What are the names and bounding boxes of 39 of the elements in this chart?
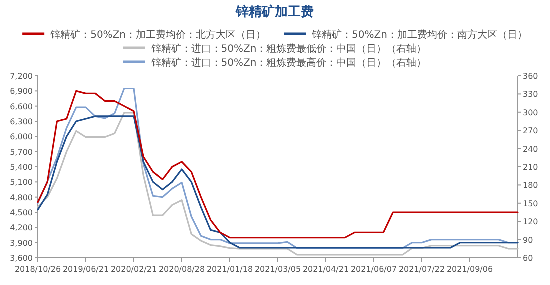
y-tick-label: 6,900 <box>10 87 33 96</box>
y-tick-label: 7,200 <box>10 72 33 81</box>
y2-tick-label: 240 <box>523 144 538 154</box>
y2-tick-label: 270 <box>523 126 538 136</box>
y-tick-label: 3,600 <box>10 254 33 263</box>
y2-tick-label: 120 <box>523 218 538 227</box>
x-tick-label: 2021/07/22 <box>398 265 446 274</box>
y-tick-label: 4,500 <box>10 208 33 218</box>
x-tick-label: 2021/01/18 <box>206 265 254 274</box>
y2-tick-label: 210 <box>523 163 538 172</box>
y2-tick-label: 90 <box>523 236 534 245</box>
y-tick-label: 5,100 <box>10 178 33 188</box>
x-tick-label: 2020/08/28 <box>158 265 206 274</box>
x-tick-label: 2019/06/21 <box>62 265 110 274</box>
x-tick-label: 2018/10/26 <box>14 265 62 274</box>
legend-label: 锌精矿：50%Zn：加工费均价：北方大区（日） <box>50 29 266 41</box>
x-tick-label: 2021/06/07 <box>350 265 398 274</box>
y-tick-label: 6,300 <box>10 118 33 126</box>
y-tick-label: 4,200 <box>10 224 33 233</box>
y-tick-label: 6,600 <box>10 102 33 112</box>
y2-tick-label: 180 <box>523 181 538 190</box>
y2-tick-label: 360 <box>523 72 538 81</box>
y2-tick-label: 60 <box>523 254 534 263</box>
chart-title: 锌精矿加工费 <box>235 4 314 19</box>
x-tick-label: 2020/02/21 <box>110 265 158 274</box>
y-tick-label: 5,400 <box>10 163 33 172</box>
y-tick-label: 5,700 <box>10 148 33 157</box>
x-tick-label: 2021/04/21 <box>302 265 350 274</box>
legend-label: 锌精矿：进口：50%Zn：粗炼费最低价：中国（日）（右轴） <box>150 43 427 55</box>
x-tick-label: 2021/03/05 <box>254 265 302 274</box>
y-tick-label: 3,900 <box>10 238 33 248</box>
y2-tick-label: 150 <box>523 199 538 208</box>
y2-tick-label: 330 <box>523 90 538 100</box>
legend-label: 锌精矿：进口：50%Zn：粗炼费最高价：中国（日）（右轴） <box>150 57 427 69</box>
y2-tick-label: 300 <box>523 108 538 118</box>
legend-label: 锌精矿：50%Zn：加工费均价：南方大区（日） <box>311 29 528 41</box>
y-tick-label: 4,800 <box>10 193 33 202</box>
y-tick-label: 6,000 <box>10 132 33 142</box>
x-tick-label: 2021/09/06 <box>446 265 494 274</box>
